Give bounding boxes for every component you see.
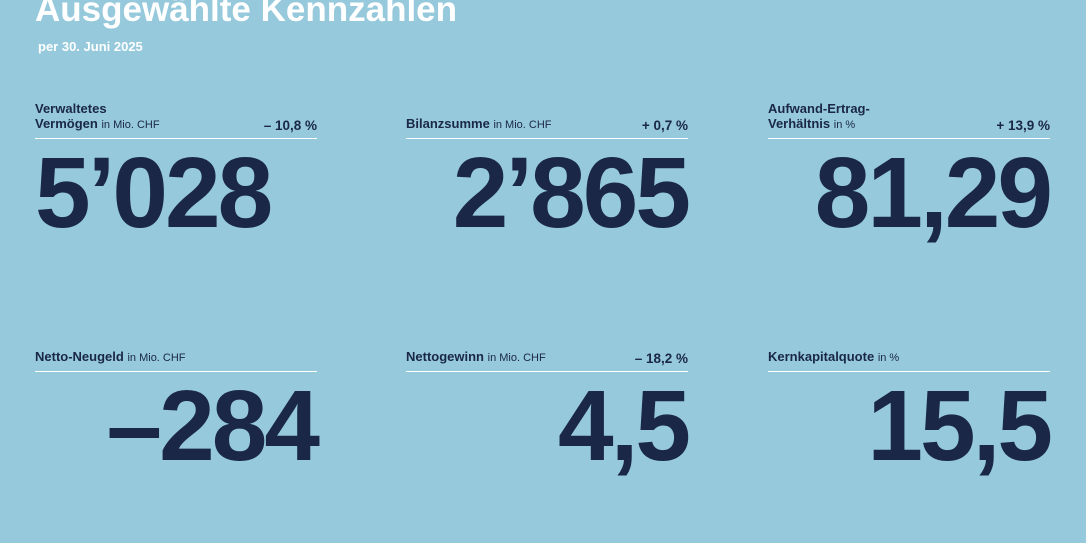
kpi-change: + 13,9 % — [996, 118, 1050, 133]
kpi-card-aufwand-ertrag: Aufwand-Ertrag- Verhältnis in % + 13,9 %… — [768, 100, 1053, 249]
kpi-card-nettogewinn: Nettogewinn in Mio. CHF – 18,2 % 4,5 — [406, 333, 691, 482]
kpi-unit: in % — [833, 119, 856, 131]
kpi-value: 5’028 — [35, 137, 273, 249]
kpi-label-line1: Verwaltetes — [35, 101, 107, 116]
kpi-label-line2: Vermögen — [35, 116, 98, 131]
kpi-label-line2: Nettogewinn — [406, 349, 484, 364]
kpi-unit: in Mio. CHF — [101, 119, 160, 131]
kpi-value: 15,5 — [867, 370, 1053, 482]
kpi-header: Bilanzsumme in Mio. CHF + 0,7 % — [406, 100, 688, 139]
kpi-card-netto-neugeld: Netto-Neugeld in Mio. CHF –284 — [35, 333, 320, 482]
kpi-value: –284 — [106, 370, 320, 482]
kpi-unit: in Mio. CHF — [493, 119, 552, 131]
kpi-header: Netto-Neugeld in Mio. CHF — [35, 333, 317, 372]
kpi-label: Aufwand-Ertrag- Verhältnis in % — [768, 101, 870, 133]
kpi-value: 81,29 — [814, 137, 1053, 249]
kpi-unit: in Mio. CHF — [487, 352, 546, 364]
kpi-value: 4,5 — [557, 370, 691, 482]
kpi-change: – 10,8 % — [263, 118, 317, 133]
kpi-label-line2: Bilanzsumme — [406, 116, 490, 131]
kpi-change: – 18,2 % — [634, 351, 688, 366]
kpi-label: Bilanzsumme in Mio. CHF — [406, 116, 552, 133]
kpi-label-line2: Verhältnis — [768, 116, 831, 131]
kpi-card-bilanzsumme: Bilanzsumme in Mio. CHF + 0,7 % 2’865 — [406, 100, 691, 249]
kpi-label: Verwaltetes Vermögen in Mio. CHF — [35, 101, 160, 133]
kpi-header: Kernkapitalquote in % — [768, 333, 1050, 372]
kpi-label-line2: Kernkapitalquote — [768, 349, 875, 364]
kpi-unit: in % — [877, 352, 900, 364]
page-title: Ausgewählte Kennzahlen — [35, 0, 458, 29]
kpi-header: Verwaltetes Vermögen in Mio. CHF – 10,8 … — [35, 100, 317, 139]
kpi-header: Nettogewinn in Mio. CHF – 18,2 % — [406, 333, 688, 372]
page-subtitle: per 30. Juni 2025 — [38, 39, 143, 54]
kpi-label-line1: Aufwand-Ertrag- — [768, 101, 870, 116]
kpi-value: 2’865 — [452, 137, 691, 249]
kpi-header: Aufwand-Ertrag- Verhältnis in % + 13,9 % — [768, 100, 1050, 139]
kpi-label: Kernkapitalquote in % — [768, 349, 899, 366]
kpi-unit: in Mio. CHF — [127, 352, 186, 364]
kpi-card-kernkapitalquote: Kernkapitalquote in % 15,5 — [768, 333, 1053, 482]
kpi-label-line2: Netto-Neugeld — [35, 349, 124, 364]
kpi-label: Nettogewinn in Mio. CHF — [406, 349, 546, 366]
kpi-label: Netto-Neugeld in Mio. CHF — [35, 349, 186, 366]
kpi-change: + 0,7 % — [641, 118, 688, 133]
kpi-card-verwaltetes-vermoegen: Verwaltetes Vermögen in Mio. CHF – 10,8 … — [35, 100, 317, 243]
